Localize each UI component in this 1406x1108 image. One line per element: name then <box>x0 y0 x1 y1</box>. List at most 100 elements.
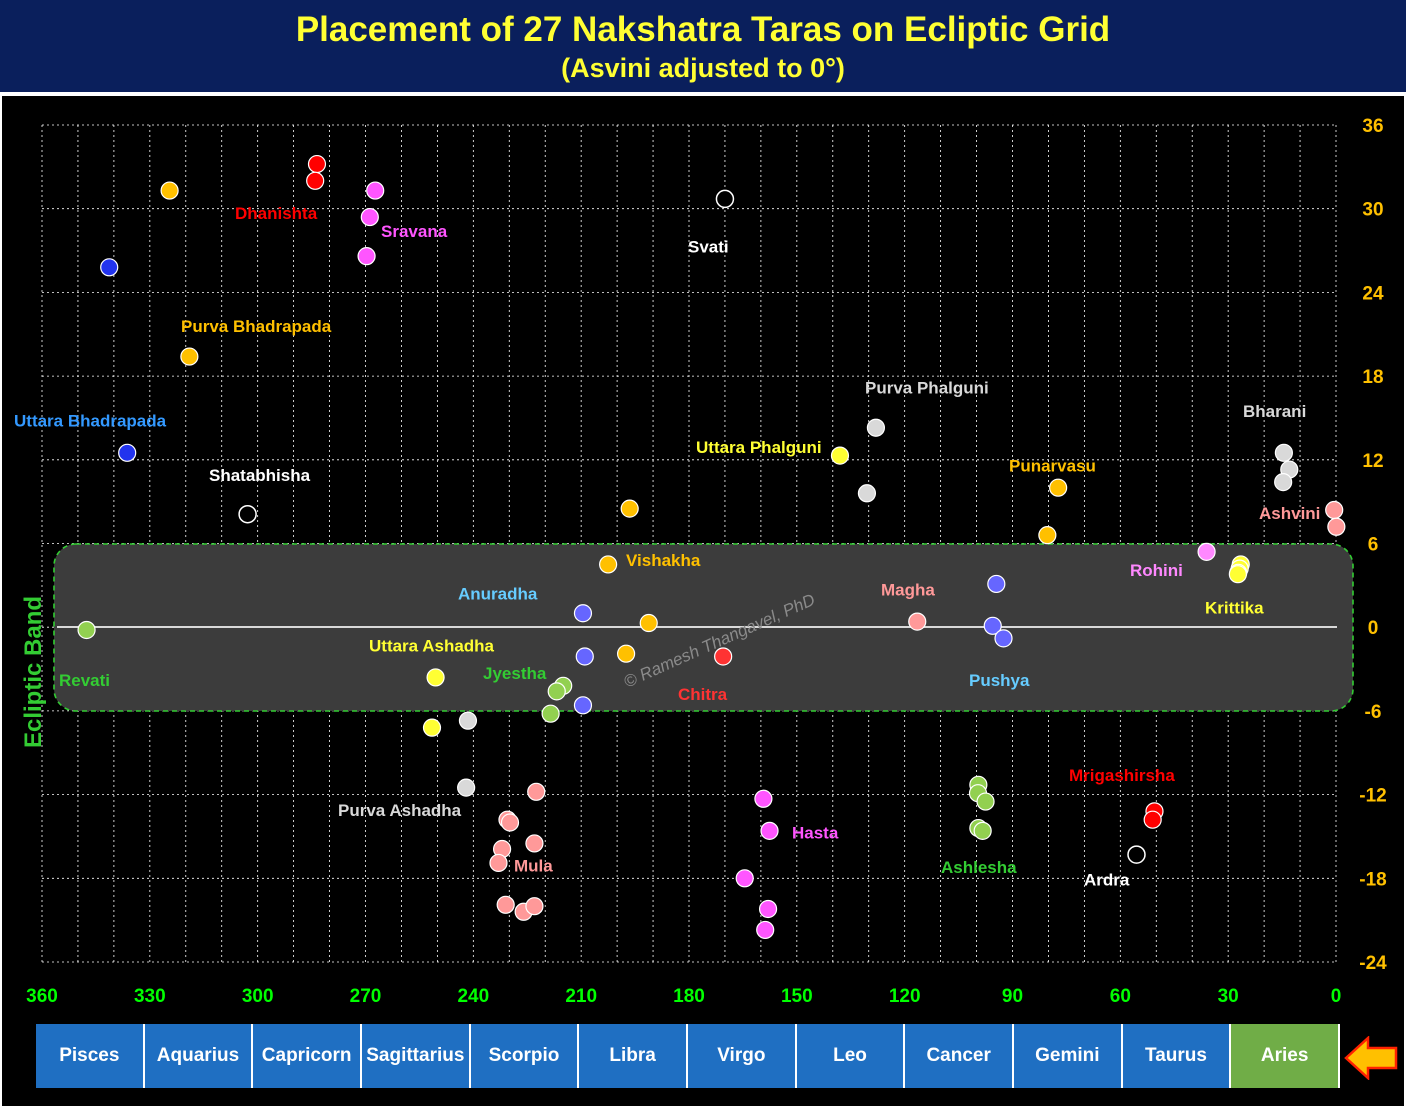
data-point <box>457 778 476 797</box>
data-point <box>527 782 546 801</box>
series-label: Pushya <box>969 671 1030 690</box>
data-point <box>760 821 779 840</box>
scatter-chart: Ecliptic Band © Ramesh Thangavel, PhD 36… <box>14 116 1387 1007</box>
data-point <box>754 789 773 808</box>
zodiac-sign-strip: Pisces Aquarius Capricorn Sagittarius Scorpi… <box>36 1024 1340 1088</box>
data-point <box>908 612 927 631</box>
band-label: Ecliptic Band <box>20 596 47 748</box>
x-tick-label: 120 <box>889 986 921 1007</box>
data-point <box>422 718 442 737</box>
data-point <box>715 189 735 209</box>
data-point <box>1197 542 1216 561</box>
y-tick-label: 0 <box>1368 618 1379 639</box>
x-tick-label: 210 <box>565 986 597 1007</box>
zodiac-sign-taurus: Taurus <box>1122 1024 1230 1088</box>
y-tick-label: 12 <box>1362 451 1383 472</box>
data-point <box>306 171 325 190</box>
data-point <box>366 181 385 200</box>
arrow-left-icon <box>1344 1036 1398 1080</box>
x-tick-label: 60 <box>1110 986 1131 1007</box>
series-label: Shatabhisha <box>209 466 311 485</box>
x-tick-label: 300 <box>242 986 274 1007</box>
data-point <box>525 834 544 853</box>
zodiac-sign-sagittarius: Sagittarius <box>362 1024 469 1088</box>
y-tick-label: 36 <box>1362 116 1383 137</box>
series-label: Bharani <box>1243 402 1306 421</box>
zodiac-sign-pisces: Pisces <box>36 1024 143 1088</box>
data-point <box>866 418 886 437</box>
series-label: Dhanishta <box>235 204 318 223</box>
data-point <box>1327 517 1346 536</box>
series-label: Uttara Phalguni <box>696 438 822 457</box>
series-label: Purva Bhadrapada <box>181 317 332 336</box>
data-point <box>541 704 560 723</box>
series-label: Mrigashirsha <box>1069 766 1175 785</box>
series-label: Chitra <box>678 685 728 704</box>
data-point <box>160 181 179 200</box>
x-tick-label: 30 <box>1218 986 1239 1007</box>
data-point <box>987 574 1006 594</box>
data-point <box>758 899 778 919</box>
data-point <box>500 813 520 832</box>
series-label: Hasta <box>792 823 839 842</box>
zodiac-sign-cancer: Cancer <box>905 1024 1012 1088</box>
zodiac-sign-libra: Libra <box>579 1024 686 1088</box>
data-point <box>458 711 478 730</box>
data-point <box>976 792 995 811</box>
data-point <box>1049 478 1068 497</box>
y-tick-label: 30 <box>1362 200 1383 221</box>
series-label: Sravana <box>381 222 448 241</box>
data-point <box>1325 500 1344 520</box>
data-point <box>238 504 257 524</box>
data-point <box>983 616 1002 635</box>
data-point <box>994 629 1013 648</box>
data-point <box>575 647 594 666</box>
chart-panel: Ecliptic Band © Ramesh Thangavel, PhD 36… <box>2 96 1404 1106</box>
x-tick-label: 360 <box>26 986 58 1007</box>
data-point <box>1228 565 1247 584</box>
series-label: Uttara Ashadha <box>369 636 495 655</box>
series-label: Punarvasu <box>1009 456 1096 475</box>
zodiac-sign-gemini: Gemini <box>1014 1024 1121 1088</box>
data-point <box>599 555 618 574</box>
series-label: Vishakha <box>626 551 701 570</box>
zodiac-sign-aries: Aries <box>1231 1024 1338 1088</box>
data-point <box>1038 526 1057 545</box>
data-point <box>307 154 327 174</box>
data-point <box>830 446 850 465</box>
series-label: Ashlesha <box>941 858 1017 877</box>
series-label: Svati <box>688 237 729 256</box>
chart-title: Placement of 27 Nakshatra Taras on Eclip… <box>295 10 1111 49</box>
x-tick-label: 90 <box>1002 986 1023 1007</box>
data-point <box>573 604 593 623</box>
data-point <box>489 853 508 873</box>
y-tick-label: 18 <box>1362 367 1383 388</box>
data-point <box>525 897 544 916</box>
series-label: Revati <box>59 671 110 690</box>
data-points <box>77 154 1346 940</box>
data-point <box>1143 810 1162 829</box>
data-point <box>973 821 992 840</box>
x-tick-label: 0 <box>1331 986 1342 1007</box>
data-point <box>357 247 376 266</box>
series-label: Ashvini <box>1259 504 1320 523</box>
title-banner: Placement of 27 Nakshatra Taras on Eclip… <box>0 0 1406 92</box>
series-label: Anuradha <box>458 585 538 604</box>
zodiac-sign-scorpio: Scorpio <box>470 1024 578 1088</box>
y-tick-label: -6 <box>1365 702 1382 723</box>
data-point <box>1274 443 1293 462</box>
data-point <box>547 682 566 701</box>
data-point <box>1274 473 1293 492</box>
y-tick-label: -12 <box>1359 786 1386 807</box>
zodiac-sign-aquarius: Aquarius <box>144 1024 252 1088</box>
data-point <box>620 499 639 518</box>
y-tick-label: -18 <box>1359 869 1386 890</box>
data-point <box>1127 845 1146 864</box>
data-point <box>714 647 733 666</box>
x-tick-label: 240 <box>457 986 489 1007</box>
data-point <box>756 920 775 940</box>
series-label: Rohini <box>1130 561 1183 580</box>
series-label: Magha <box>881 581 935 600</box>
series-label: Purva Ashadha <box>338 801 462 820</box>
